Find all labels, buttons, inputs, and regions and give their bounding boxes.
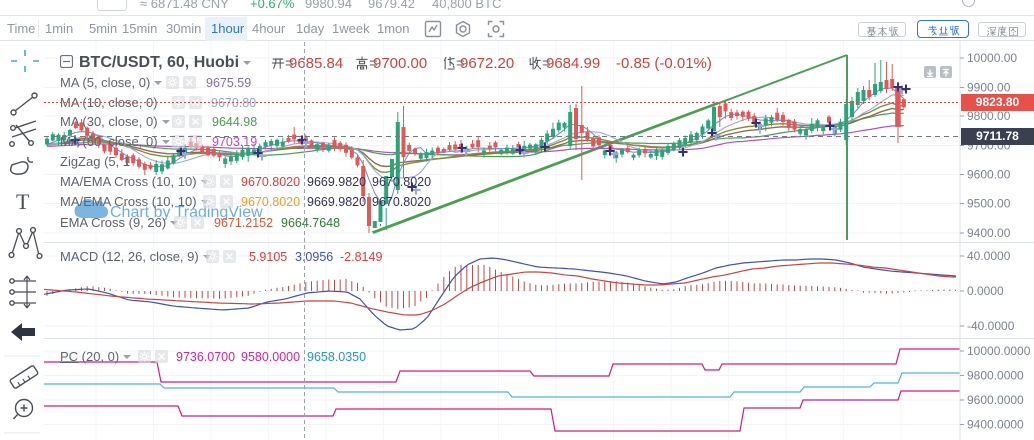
svg-text:10000.0000: 10000.0000 [967, 344, 1031, 358]
svg-text:9400.0000: 9400.0000 [967, 418, 1024, 432]
svg-text:9900.00: 9900.00 [967, 81, 1011, 95]
svg-text:Chart by TradingView: Chart by TradingView [110, 204, 263, 221]
svg-text:10000.00: 10000.00 [967, 51, 1017, 65]
svg-text:9800.00: 9800.00 [967, 109, 1011, 123]
svg-text:9500.00: 9500.00 [967, 197, 1011, 211]
svg-text:9600.0000: 9600.0000 [967, 393, 1024, 407]
svg-text:9800.0000: 9800.0000 [967, 369, 1024, 383]
svg-text:-40.0000: -40.0000 [967, 319, 1015, 333]
svg-text:T: T [16, 189, 30, 214]
svg-text:9400.00: 9400.00 [967, 226, 1011, 240]
svg-text:40.0000: 40.0000 [967, 249, 1011, 263]
svg-text:0.0000: 0.0000 [967, 284, 1004, 298]
svg-text:9600.00: 9600.00 [967, 168, 1011, 182]
